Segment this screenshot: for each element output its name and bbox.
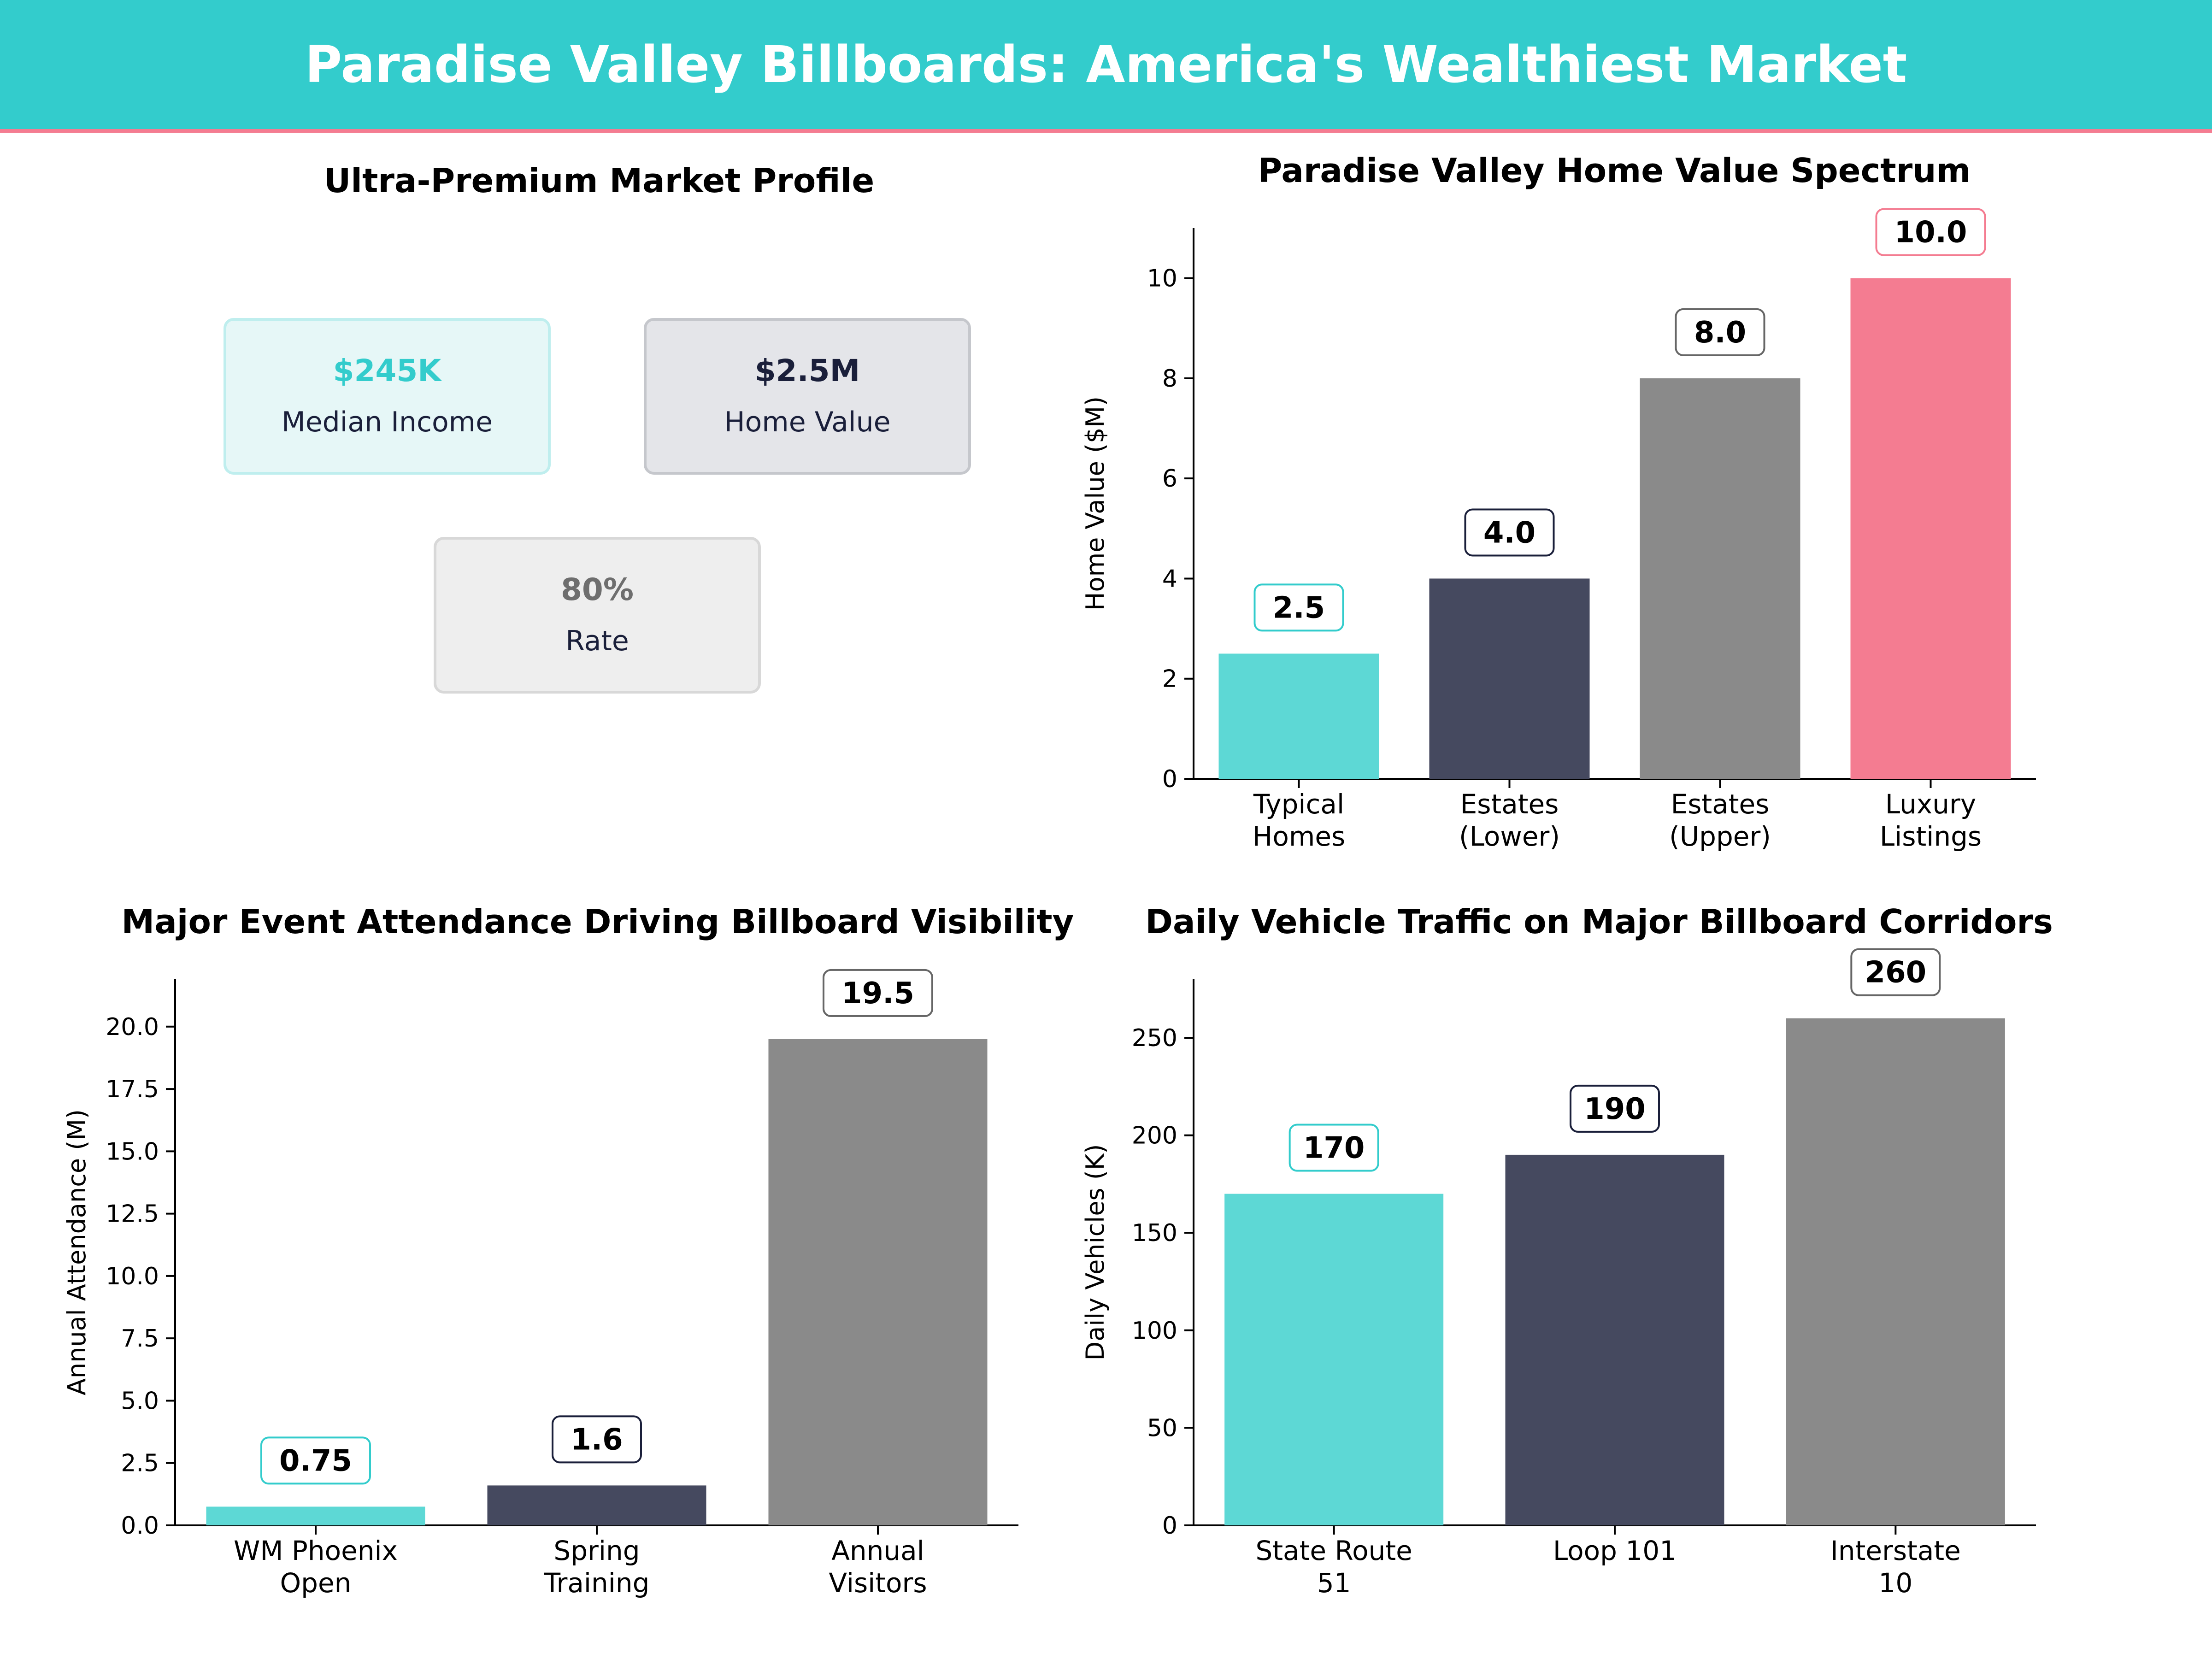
- chart-title: Paradise Valley Home Value Spectrum: [1258, 151, 1971, 190]
- value-label: 190: [1584, 1092, 1646, 1126]
- y-tick-label: 15.0: [106, 1138, 159, 1165]
- profile-title: Ultra-Premium Market Profile: [324, 161, 875, 200]
- x-tick-label: Interstate: [1830, 1535, 1961, 1566]
- x-tick-label: Estates: [1460, 788, 1559, 820]
- x-tick-label: 51: [1317, 1567, 1351, 1599]
- kpi-card-rate: 80% Rate: [434, 537, 761, 694]
- x-tick-label: Listings: [1880, 821, 1982, 852]
- home-value-chart: Paradise Valley Home Value Spectrum 0 2 4 6 8…: [1081, 151, 2036, 852]
- value-label: 170: [1303, 1131, 1365, 1165]
- bar: [1786, 1018, 2005, 1525]
- vehicle-traffic-chart: Daily Vehicle Traffic on Major Billboard…: [1081, 902, 2053, 1599]
- y-tick-label: 250: [1132, 1024, 1177, 1052]
- y-tick-label: 10.0: [106, 1263, 159, 1290]
- kpi-value: $245K: [333, 353, 441, 388]
- y-tick-label: 0: [1162, 1512, 1177, 1540]
- y-axis-label: Annual Attendance (M): [62, 1109, 91, 1395]
- value-label-box: [1253, 583, 1344, 632]
- x-tick-label: (Upper): [1669, 821, 1771, 852]
- value-label: 19.5: [841, 977, 914, 1011]
- y-tick-label: 5.0: [121, 1387, 159, 1415]
- value-label-box: [260, 1436, 371, 1485]
- x-tick-label: 10: [1878, 1567, 1912, 1599]
- y-tick-label: 20.0: [106, 1013, 159, 1041]
- bar: [768, 1039, 988, 1525]
- y-tick-label: 100: [1132, 1317, 1177, 1345]
- bar: [1429, 578, 1590, 779]
- y-tick-label: 8: [1162, 365, 1177, 393]
- x-tick-label: WM Phoenix: [234, 1535, 398, 1566]
- value-label: 2.5: [1273, 591, 1325, 625]
- kpi-label: Home Value: [724, 406, 891, 438]
- value-label: 8.0: [1694, 316, 1746, 350]
- chart-title: Daily Vehicle Traffic on Major Billboard…: [1145, 902, 2053, 941]
- value-label-box: [1288, 1124, 1379, 1172]
- x-tick-label: State Route: [1256, 1535, 1412, 1566]
- kpi-card-median-income: $245K Median Income: [224, 318, 551, 475]
- bar: [1640, 378, 1800, 779]
- y-tick-label: 50: [1147, 1414, 1177, 1442]
- x-tick-label: Homes: [1253, 821, 1346, 852]
- value-label: 4.0: [1483, 516, 1535, 550]
- y-axis-label: Home Value ($M): [1081, 396, 1110, 611]
- value-label: 1.6: [571, 1423, 623, 1457]
- y-tick-label: 10: [1147, 265, 1177, 293]
- bar: [1505, 1154, 1724, 1525]
- bar: [1850, 278, 2011, 779]
- value-label-box: [823, 969, 933, 1017]
- value-label-box: [1570, 1084, 1660, 1133]
- x-tick-label: Spring: [553, 1535, 640, 1566]
- header-banner: [0, 0, 2212, 129]
- y-tick-label: 17.5: [106, 1076, 159, 1103]
- chart-title: Major Event Attendance Driving Billboard…: [122, 902, 1074, 941]
- value-label: 10.0: [1894, 216, 1967, 250]
- x-tick-label: Luxury: [1885, 788, 1976, 820]
- y-tick-label: 0: [1162, 765, 1177, 793]
- y-tick-label: 0.0: [121, 1512, 159, 1540]
- y-tick-label: 6: [1162, 465, 1177, 493]
- value-label: 260: [1865, 956, 1927, 990]
- y-tick-label: 150: [1132, 1219, 1177, 1247]
- kpi-value: 80%: [561, 572, 634, 607]
- x-tick-label: Estates: [1671, 788, 1770, 820]
- kpi-label: Median Income: [281, 406, 493, 438]
- x-tick-label: (Lower): [1459, 821, 1560, 852]
- value-label-box: [552, 1415, 642, 1464]
- x-tick-label: Loop 101: [1553, 1535, 1677, 1566]
- header-accent-line: [0, 129, 2212, 133]
- y-tick-label: 7.5: [121, 1325, 159, 1353]
- y-tick-label: 2: [1162, 665, 1177, 693]
- value-label-box: [1875, 208, 1986, 256]
- value-label-box: [1675, 308, 1765, 356]
- x-tick-label: Typical: [1253, 788, 1344, 820]
- value-label-box: [1850, 948, 1941, 996]
- value-label: 0.75: [279, 1444, 352, 1478]
- y-tick-label: 2.5: [121, 1450, 159, 1477]
- bar: [206, 1506, 425, 1525]
- x-tick-label: Annual: [831, 1535, 924, 1566]
- kpi-value: $2.5M: [754, 353, 860, 388]
- y-tick-label: 4: [1162, 565, 1177, 593]
- bar: [1224, 1194, 1444, 1525]
- value-label-box: [1464, 508, 1555, 557]
- y-axis-label: Daily Vehicles (K): [1081, 1144, 1110, 1361]
- bar: [1218, 653, 1379, 779]
- x-tick-label: Open: [280, 1567, 352, 1599]
- kpi-label: Rate: [565, 625, 629, 657]
- bar: [487, 1485, 706, 1525]
- y-tick-label: 200: [1132, 1122, 1177, 1150]
- y-tick-label: 12.5: [106, 1200, 159, 1228]
- x-tick-label: Training: [544, 1567, 650, 1599]
- page-title: Paradise Valley Billboards: America's We…: [305, 35, 1907, 94]
- x-tick-label: Visitors: [829, 1567, 927, 1599]
- kpi-card-home-value: $2.5M Home Value: [644, 318, 971, 475]
- event-attendance-chart: Major Event Attendance Driving Billboard…: [62, 902, 1074, 1599]
